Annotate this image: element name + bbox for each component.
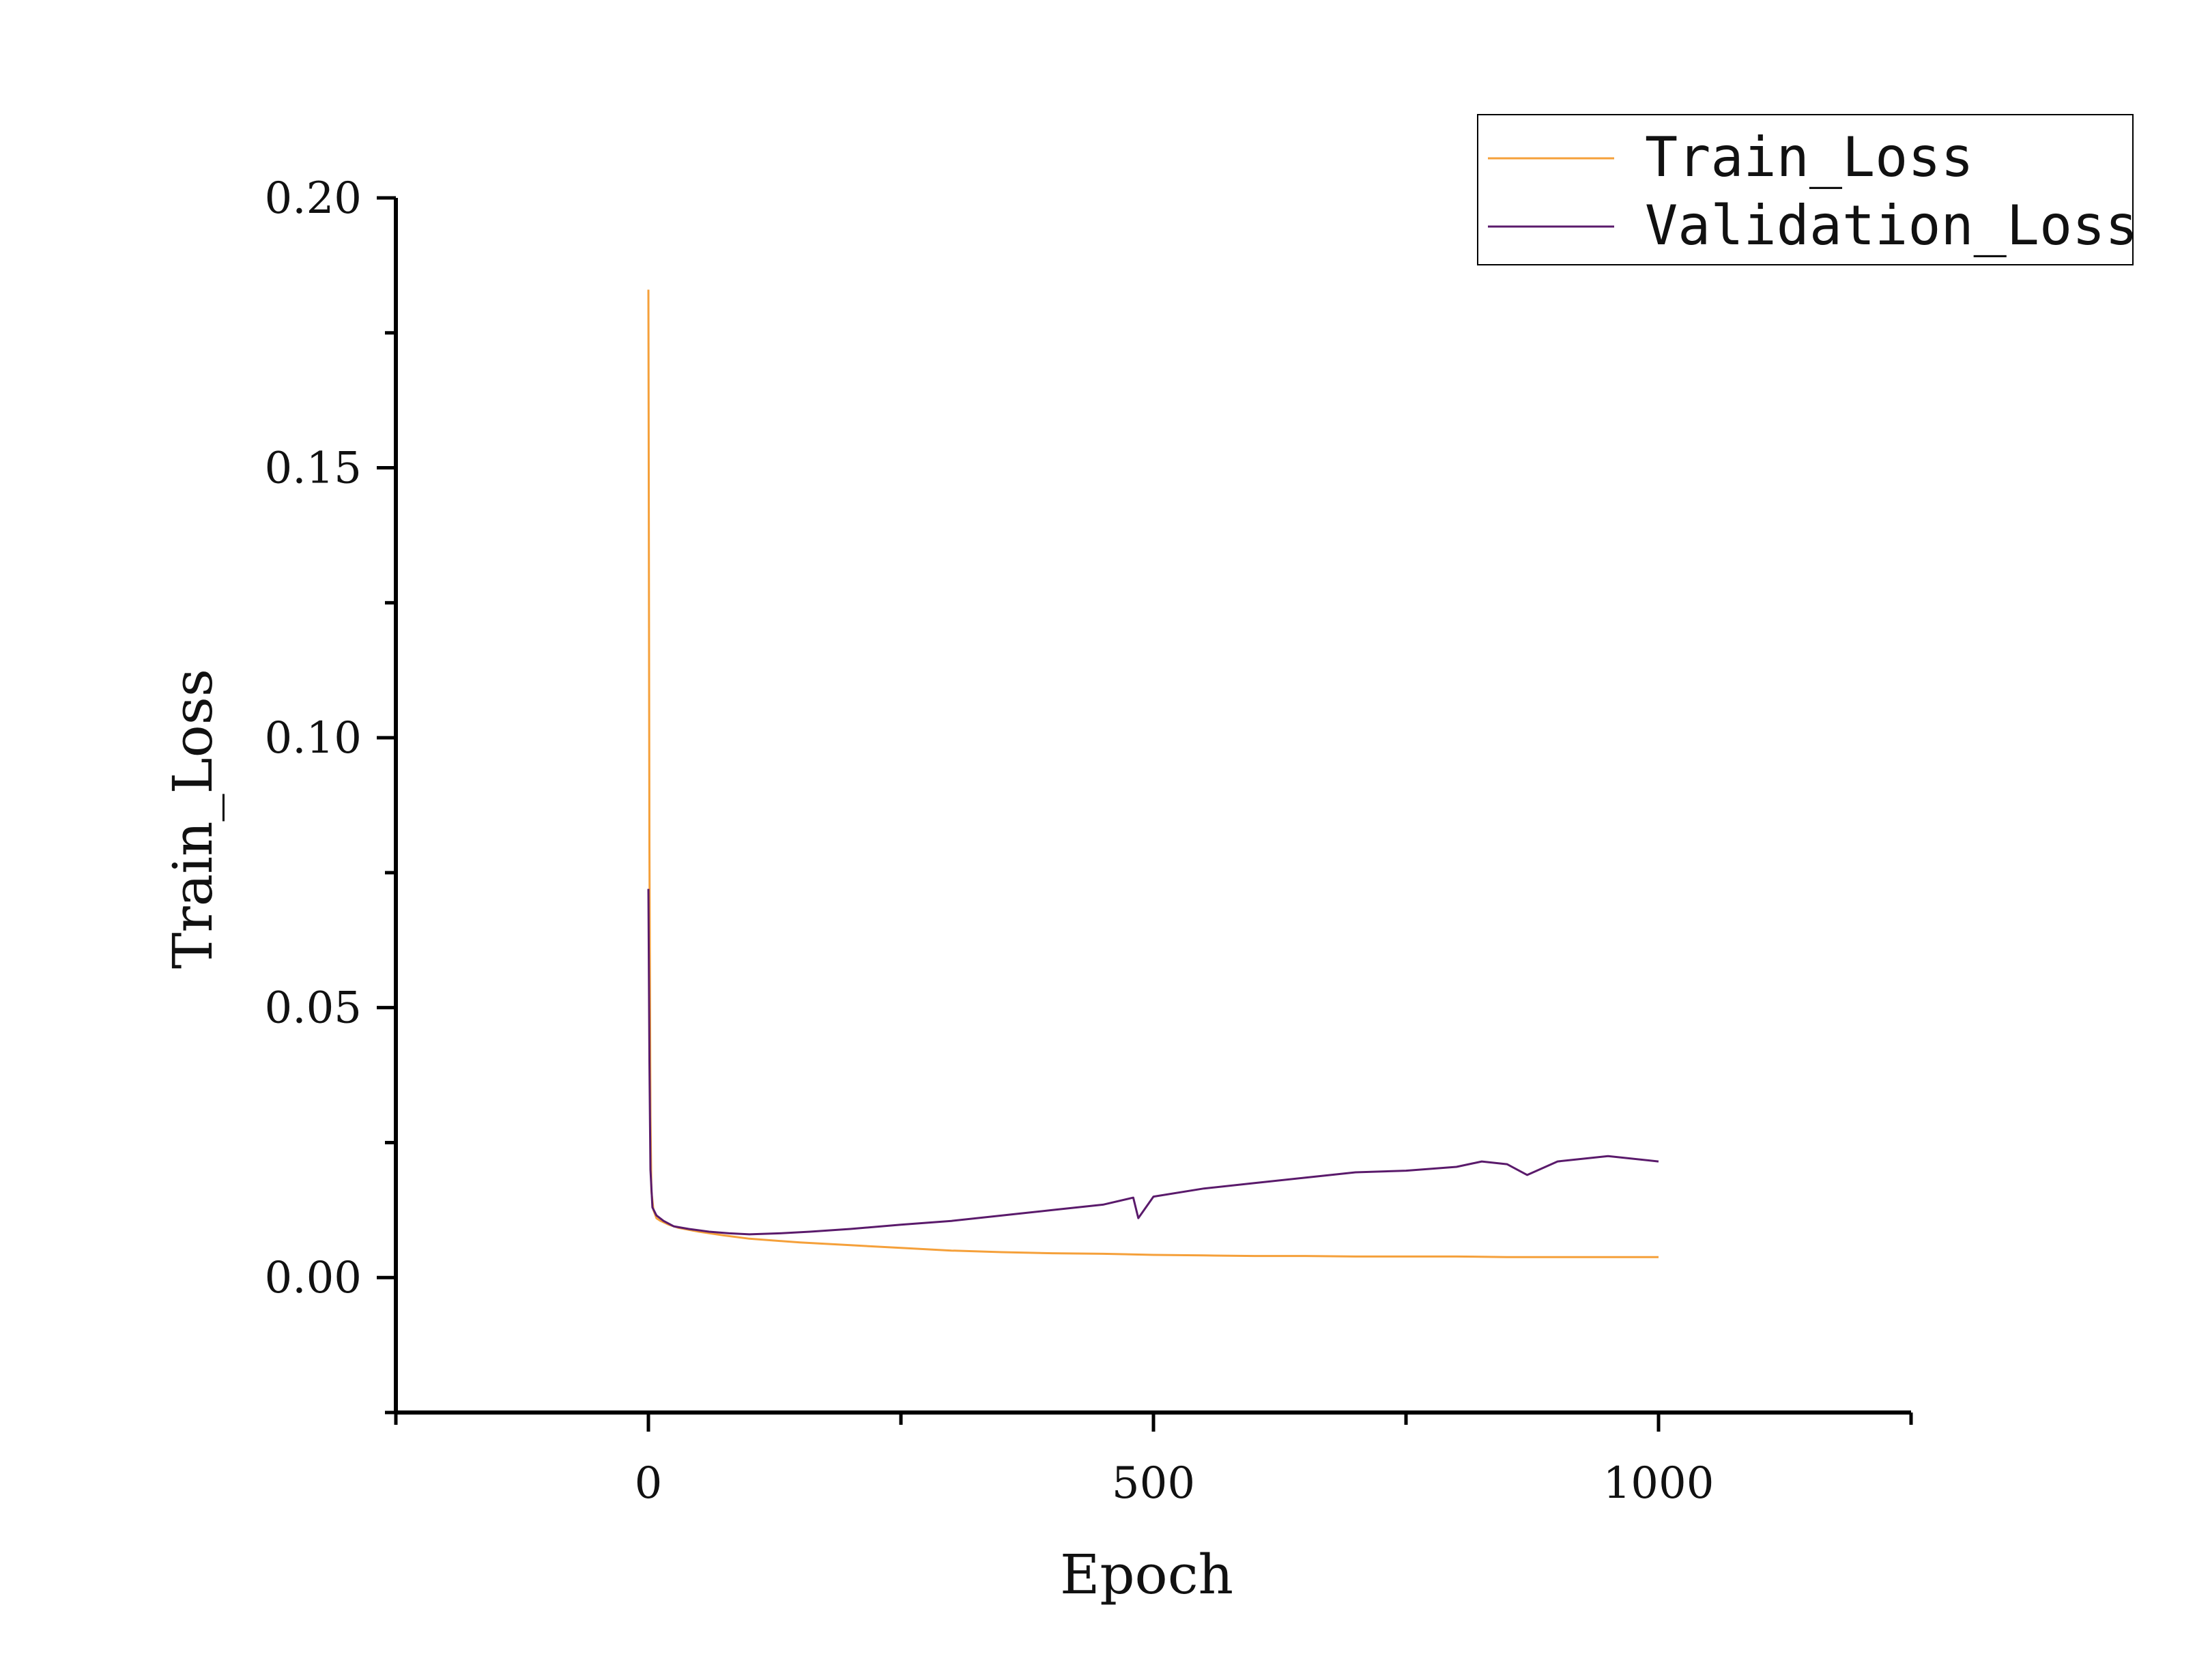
series-line-validation-loss bbox=[647, 888, 1659, 1236]
x-axis-title: Epoch bbox=[1060, 1543, 1233, 1606]
x-tick-label: 500 bbox=[1112, 1458, 1195, 1509]
y-tick-label: 0.20 bbox=[265, 173, 362, 224]
x-tick-label: 1000 bbox=[1603, 1458, 1715, 1509]
y-tick-label: 0.15 bbox=[265, 444, 362, 494]
plot-lines bbox=[647, 289, 1659, 1258]
legend-label: Validation_Loss bbox=[1645, 194, 2138, 257]
y-tick-label: 0.10 bbox=[265, 713, 362, 764]
y-axis-title: Train_Loss bbox=[161, 669, 225, 969]
axes: 0.00 0.05 0.10 0.15 0.20 0 500 1000 bbox=[265, 173, 1913, 1509]
legend-box bbox=[1477, 114, 2134, 265]
legend-label: Train_Loss bbox=[1645, 126, 1974, 189]
series-line-train-loss bbox=[647, 289, 1659, 1258]
y-tick-label: 0.05 bbox=[265, 983, 362, 1034]
x-tick-label: 0 bbox=[635, 1458, 663, 1509]
y-tick-label: 0.00 bbox=[265, 1253, 362, 1303]
